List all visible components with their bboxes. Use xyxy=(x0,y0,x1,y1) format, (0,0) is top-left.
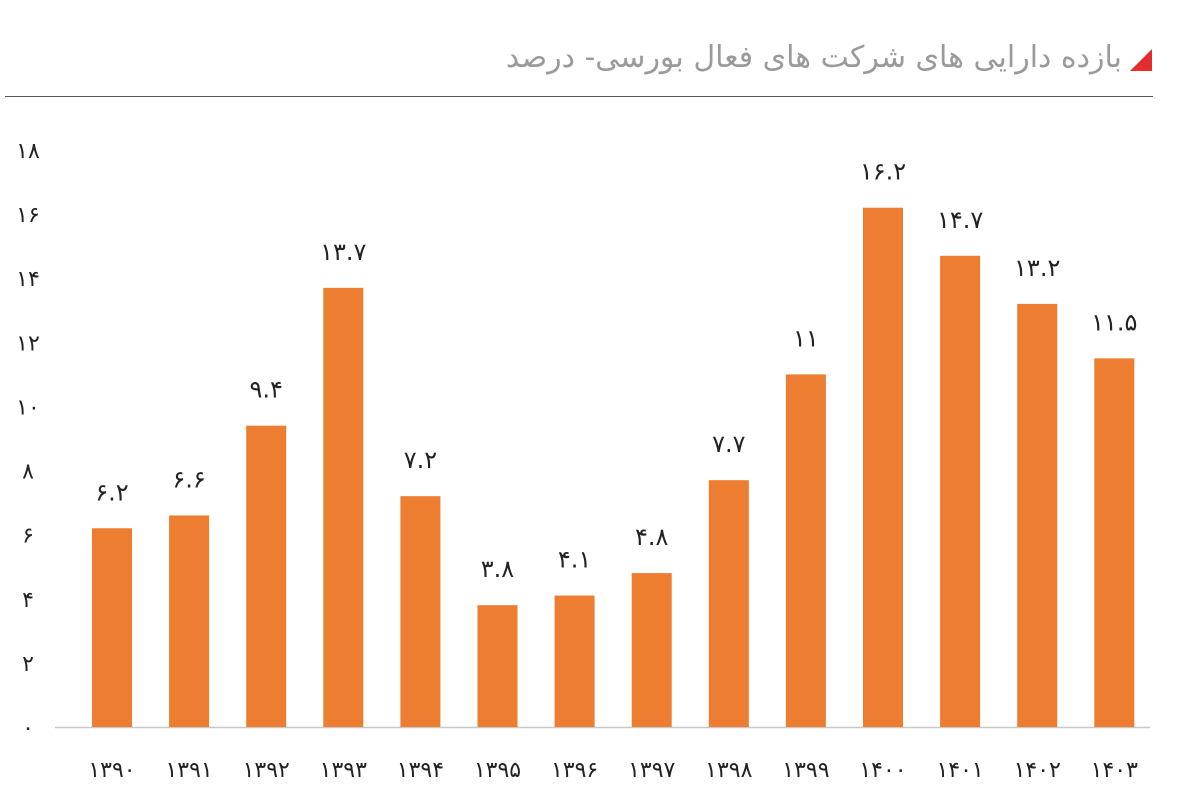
y-tick-label: ۴ xyxy=(22,588,34,613)
x-tick-label: ۱۳۹۷ xyxy=(628,758,675,783)
x-tick-label: ۱۳۹۶ xyxy=(551,758,598,783)
bar-5 xyxy=(477,605,518,727)
x-tick-label: ۱۳۹۴ xyxy=(397,758,444,783)
y-tick-label: ۱۰ xyxy=(16,395,40,420)
x-tick-label: ۱۳۹۸ xyxy=(705,758,752,783)
y-tick-label: ۱۲ xyxy=(16,331,40,356)
bar-2 xyxy=(246,425,287,727)
y-tick-label: ۰ xyxy=(22,716,34,741)
data-label: ۷.۷ xyxy=(712,430,746,458)
x-tick-label: ۱۳۹۰ xyxy=(88,758,135,783)
x-tick-label: ۱۴۰۳ xyxy=(1091,758,1138,783)
x-tick-label: ۱۳۹۱ xyxy=(165,758,212,783)
y-tick-label: ۱۴ xyxy=(16,267,40,292)
bar-8 xyxy=(708,480,749,727)
data-label: ۱۱ xyxy=(793,324,819,352)
data-label: ۹.۴ xyxy=(249,376,282,404)
bar-4 xyxy=(400,496,441,727)
x-tick-label: ۱۳۹۵ xyxy=(474,758,521,783)
data-label: ۴.۸ xyxy=(635,523,669,551)
title-marker-icon xyxy=(1130,48,1152,71)
bar-10 xyxy=(863,207,903,727)
data-label: ۱۶.۲ xyxy=(860,158,906,186)
y-tick-label: ۸ xyxy=(22,460,34,485)
x-tick-label: ۱۴۰۲ xyxy=(1014,758,1061,783)
bar-7 xyxy=(631,573,672,727)
bar-0 xyxy=(92,528,132,727)
bar-6 xyxy=(554,595,595,727)
data-label: ۱۳.۷ xyxy=(320,238,366,266)
y-tick-label: ۱۸ xyxy=(16,139,40,164)
bar-13 xyxy=(1094,358,1135,727)
x-tick-label: ۱۴۰۱ xyxy=(936,758,983,783)
x-tick-label: ۱۴۰۰ xyxy=(859,758,906,783)
bar-11 xyxy=(940,255,981,728)
bar-12 xyxy=(1017,303,1058,727)
data-label: ۶.۶ xyxy=(172,465,205,493)
bar-3 xyxy=(323,287,364,727)
chart-header: بازده دارایی های شرکت های فعال بورسی- در… xyxy=(506,40,1152,75)
data-label: ۱۳.۲ xyxy=(1014,254,1060,282)
x-tick-label: ۱۳۹۳ xyxy=(320,758,367,783)
data-label: ۶.۲ xyxy=(95,478,128,506)
data-label: ۱۴.۷ xyxy=(937,206,983,234)
chart-title: بازده دارایی های شرکت های فعال بورسی- در… xyxy=(505,40,1122,75)
y-tick-label: ۲ xyxy=(22,652,34,677)
x-tick-label: ۱۳۹۲ xyxy=(243,758,290,783)
data-label: ۱۱.۵ xyxy=(1091,308,1137,336)
bar-1 xyxy=(169,515,210,727)
data-label: ۷.۲ xyxy=(404,446,437,474)
title-divider xyxy=(5,96,1153,97)
data-label: ۴.۱ xyxy=(558,546,591,574)
x-tick-label: ۱۳۹۹ xyxy=(782,758,829,783)
y-tick-label: ۱۶ xyxy=(16,203,40,228)
bar-9 xyxy=(785,374,826,727)
y-tick-label: ۶ xyxy=(22,524,34,549)
data-label: ۳.۸ xyxy=(481,555,515,583)
